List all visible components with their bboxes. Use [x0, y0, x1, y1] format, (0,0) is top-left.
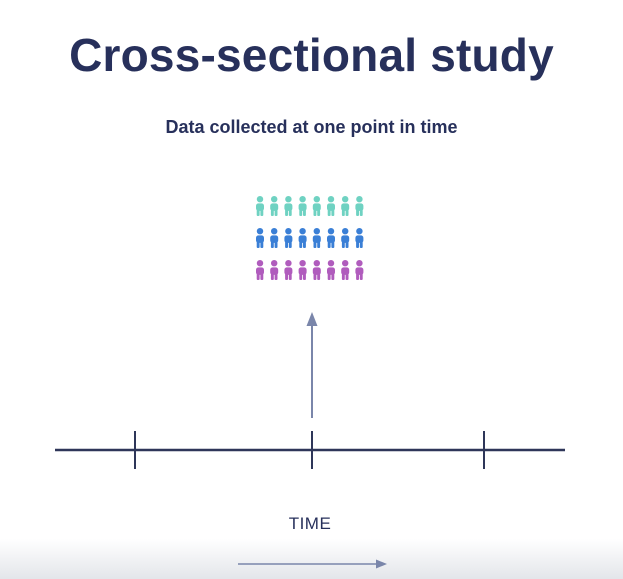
person-icon: [284, 228, 293, 248]
person-icon: [327, 260, 335, 280]
person-icon: [270, 260, 279, 280]
person-icon: [341, 260, 350, 280]
person-icon: [327, 228, 335, 248]
person-icon: [298, 260, 307, 280]
up-arrow-icon: [306, 312, 318, 418]
page-title: Cross-sectional study: [69, 29, 554, 81]
time-axis-label: TIME: [288, 514, 332, 533]
person-icon: [270, 196, 279, 216]
bottom-shadow: [0, 539, 623, 579]
people-grid: [256, 196, 364, 280]
timeline: [55, 431, 565, 469]
subtitle: Data collected at one point in time: [165, 117, 458, 137]
person-icon: [341, 196, 350, 216]
right-arrow-icon: [238, 559, 387, 569]
person-icon: [355, 196, 364, 216]
person-icon: [312, 228, 321, 248]
person-icon: [355, 260, 364, 280]
person-icon: [327, 196, 335, 216]
person-icon: [256, 196, 264, 216]
person-icon: [355, 228, 364, 248]
person-icon: [312, 196, 321, 216]
person-icon: [256, 228, 264, 248]
person-icon: [284, 196, 293, 216]
person-icon: [298, 228, 307, 248]
person-icon: [256, 260, 264, 280]
person-icon: [284, 260, 293, 280]
person-icon: [298, 196, 307, 216]
person-icon: [270, 228, 279, 248]
person-icon: [341, 228, 350, 248]
person-icon: [312, 260, 321, 280]
